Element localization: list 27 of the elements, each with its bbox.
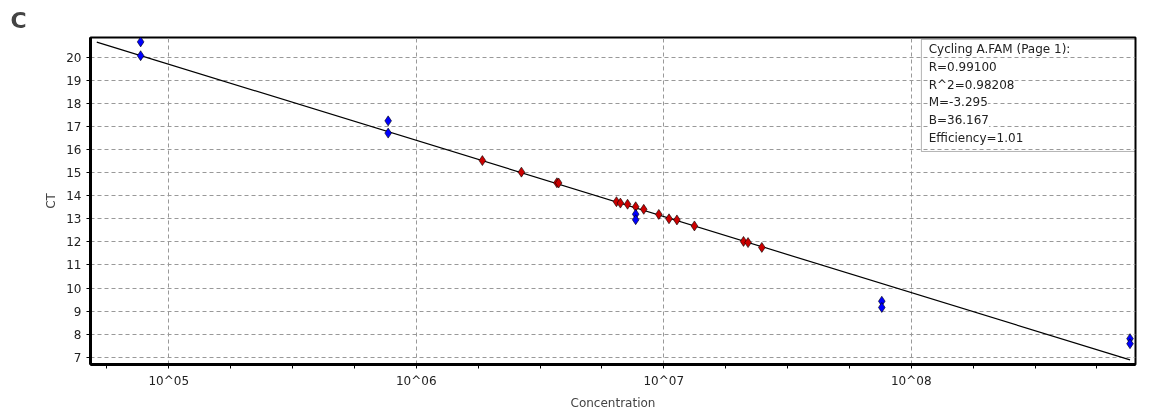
y-tick-label: 20 <box>66 50 82 65</box>
y-tick-label: 16 <box>66 143 82 157</box>
y-tick-label: 12 <box>66 235 82 250</box>
x-axis-title: Concentration <box>570 395 656 410</box>
y-tick-label: 13 <box>66 212 82 227</box>
y-tick-label: 8 <box>73 327 82 342</box>
x-tick-label: 10^08 <box>891 373 932 388</box>
y-tick-label: 7 <box>73 350 82 365</box>
y-tick-label: 18 <box>66 96 82 111</box>
annotation: R=0.99100 <box>928 60 997 75</box>
x-tick-label: 10^05 <box>148 373 190 388</box>
annotation: Efficiency=1.01 <box>928 130 1024 145</box>
text: C <box>10 7 27 33</box>
x-tick-label: 10^07 <box>643 373 685 388</box>
y-tick-label: 14 <box>66 189 82 204</box>
y-tick-label: 15 <box>66 166 82 181</box>
y-tick-label: 17 <box>66 119 82 134</box>
annotation: B=36.167 <box>928 113 989 128</box>
y-tick-label: 10 <box>66 281 82 296</box>
annotation: R^2=0.98208 <box>928 77 1015 92</box>
y-tick-label: 9 <box>73 304 82 319</box>
annotation: M=-3.295 <box>928 95 988 110</box>
y-tick-label: 19 <box>66 73 82 88</box>
y-tick-label: 11 <box>66 258 82 273</box>
annotation: Cycling A.FAM (Page 1): <box>928 42 1071 57</box>
x-tick-label: 10^06 <box>395 373 437 388</box>
y-axis-title: CT <box>44 192 59 209</box>
